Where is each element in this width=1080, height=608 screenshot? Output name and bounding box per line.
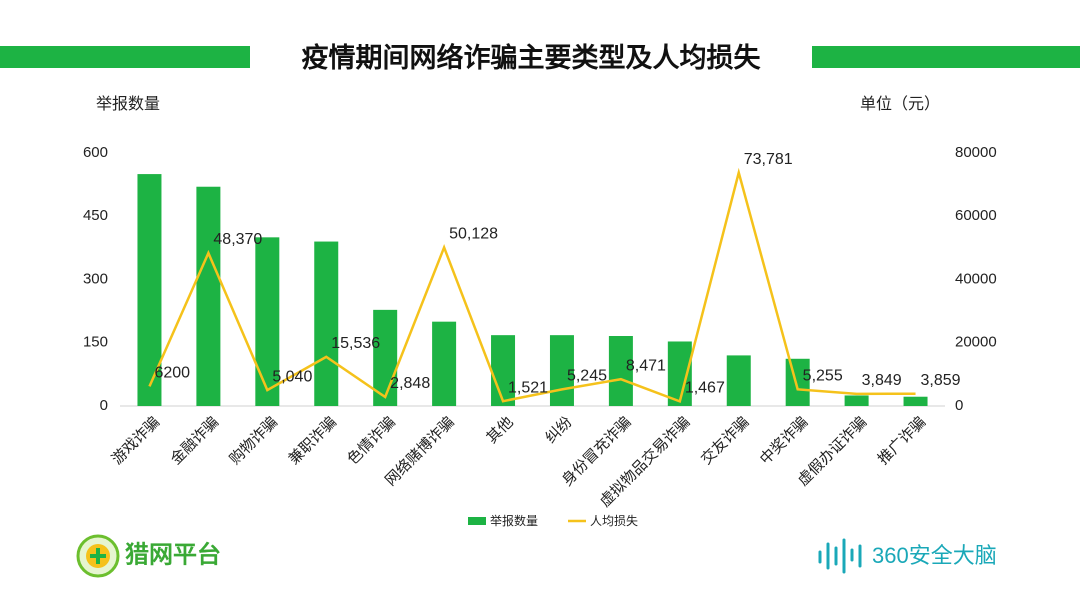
y-tick-label: 450 (83, 207, 108, 224)
title-stripe (0, 46, 250, 68)
x-tick-label: 购物诈骗 (226, 414, 280, 468)
y2-tick-label: 40000 (955, 270, 997, 287)
data-label: 73,781 (744, 151, 793, 168)
bar (549, 335, 574, 406)
x-tick-label: 推广诈骗 (875, 414, 929, 468)
bar (726, 355, 751, 406)
y2-axis-label: 单位（元） (860, 95, 940, 113)
x-tick-label: 游戏诈骗 (109, 414, 163, 468)
y-axis-label: 举报数量 (96, 95, 160, 113)
data-label: 3,859 (921, 372, 961, 389)
y-tick-label: 0 (100, 397, 108, 414)
x-tick-label: 中奖诈骗 (757, 414, 811, 468)
bar (373, 309, 398, 406)
line (148, 167, 916, 404)
data-label: 6200 (154, 365, 190, 382)
data-label: 1,521 (508, 379, 548, 396)
y-tick-label: 150 (83, 334, 108, 351)
bar (785, 358, 810, 406)
bar (255, 237, 280, 406)
right-logo-text: 360安全大脑 (872, 543, 997, 568)
x-tick-label: 兼职诈骗 (285, 414, 339, 468)
y-tick-label: 300 (83, 270, 108, 287)
x-tick-label: 交友诈骗 (697, 413, 752, 468)
bar (432, 321, 457, 406)
bar (314, 241, 339, 406)
right-logo: 360安全大脑 (818, 538, 997, 574)
data-label: 3,849 (862, 372, 902, 389)
data-label: 1,467 (685, 380, 725, 397)
data-label: 15,536 (331, 335, 380, 352)
data-label: 50,128 (449, 226, 498, 243)
legend-label: 举报数量 (490, 513, 538, 528)
x-tick-label: 其他 (483, 414, 516, 447)
y2-tick-label: 0 (955, 397, 963, 414)
x-tick-label: 色情诈骗 (344, 414, 398, 468)
data-label: 48,370 (213, 231, 262, 248)
data-label: 5,040 (272, 368, 312, 385)
left-logo-text: 猎网平台 (125, 540, 221, 568)
legend-label: 人均损失 (590, 513, 638, 528)
x-tick-label: 金融诈骗 (168, 414, 222, 468)
y2-tick-label: 20000 (955, 334, 997, 351)
bar (903, 396, 928, 406)
y2-tick-label: 60000 (955, 207, 997, 224)
bar (608, 336, 633, 406)
bar (196, 186, 221, 406)
left-logo: 猎网平台 (76, 534, 221, 578)
bar (844, 395, 869, 406)
data-label: 8,471 (626, 357, 666, 374)
x-tick-label: 纠纷 (542, 414, 575, 447)
data-label: 2,848 (390, 375, 430, 392)
bar (491, 335, 516, 406)
data-label: 5,255 (803, 368, 843, 385)
y-tick-label: 600 (83, 144, 108, 161)
data-label: 5,245 (567, 368, 607, 385)
chart-title: 疫情期间网络诈骗主要类型及人均损失 (302, 42, 762, 73)
y2-tick-label: 80000 (955, 144, 997, 161)
legend-swatch (468, 517, 486, 525)
title-stripe (812, 46, 1080, 68)
